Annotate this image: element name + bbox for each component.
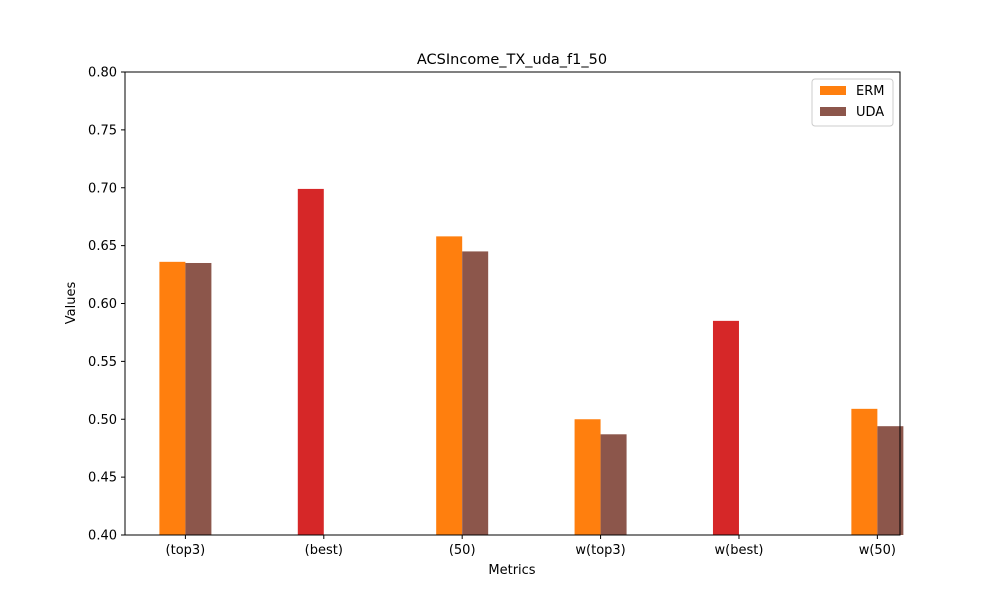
bar-erm — [851, 408, 878, 535]
y-tick-label: 0.70 — [88, 181, 117, 196]
y-tick-label: 0.50 — [88, 413, 117, 428]
y-tick-label: 0.75 — [88, 123, 117, 138]
legend-swatch-uda — [820, 107, 846, 116]
legend-label-uda: UDA — [856, 105, 884, 120]
x-axis: (top3) (best) (50) w(top3) w(best) w(50) — [166, 535, 896, 558]
bars — [159, 188, 904, 536]
bar-erm — [159, 261, 186, 535]
bar-erm — [574, 419, 601, 535]
bar-uda — [877, 426, 904, 535]
bar-single — [712, 320, 739, 535]
x-tick-label: (best) — [305, 543, 343, 558]
y-axis: 0.40 0.45 0.50 0.55 0.60 0.65 0.70 0.75 0.80 — [88, 66, 125, 544]
plot-frame — [124, 71, 901, 536]
y-axis-label: Values — [64, 282, 79, 325]
x-axis-label: Metrics — [488, 563, 535, 578]
legend: ERM UDA — [811, 78, 894, 127]
y-tick-label: 0.60 — [88, 297, 117, 312]
y-tick-label: 0.80 — [88, 66, 117, 81]
x-tick-label: (top3) — [166, 543, 206, 558]
x-tick-label: w(best) — [715, 543, 764, 558]
x-tick-label: w(50) — [859, 543, 896, 558]
bar-uda — [600, 434, 627, 535]
y-tick-label: 0.55 — [88, 355, 117, 370]
bar-uda — [462, 251, 489, 535]
bar-single — [297, 188, 324, 535]
x-tick-label: (50) — [449, 543, 476, 558]
y-tick-label: 0.45 — [88, 471, 117, 486]
y-tick-label: 0.65 — [88, 239, 117, 254]
chart-title: ACSIncome_TX_uda_f1_50 — [417, 52, 607, 68]
bar-erm — [436, 236, 463, 536]
legend-swatch-erm — [820, 86, 846, 95]
bar-uda — [185, 262, 212, 535]
x-tick-label: w(top3) — [575, 543, 625, 558]
legend-label-erm: ERM — [856, 84, 884, 99]
y-tick-label: 0.40 — [88, 529, 117, 544]
